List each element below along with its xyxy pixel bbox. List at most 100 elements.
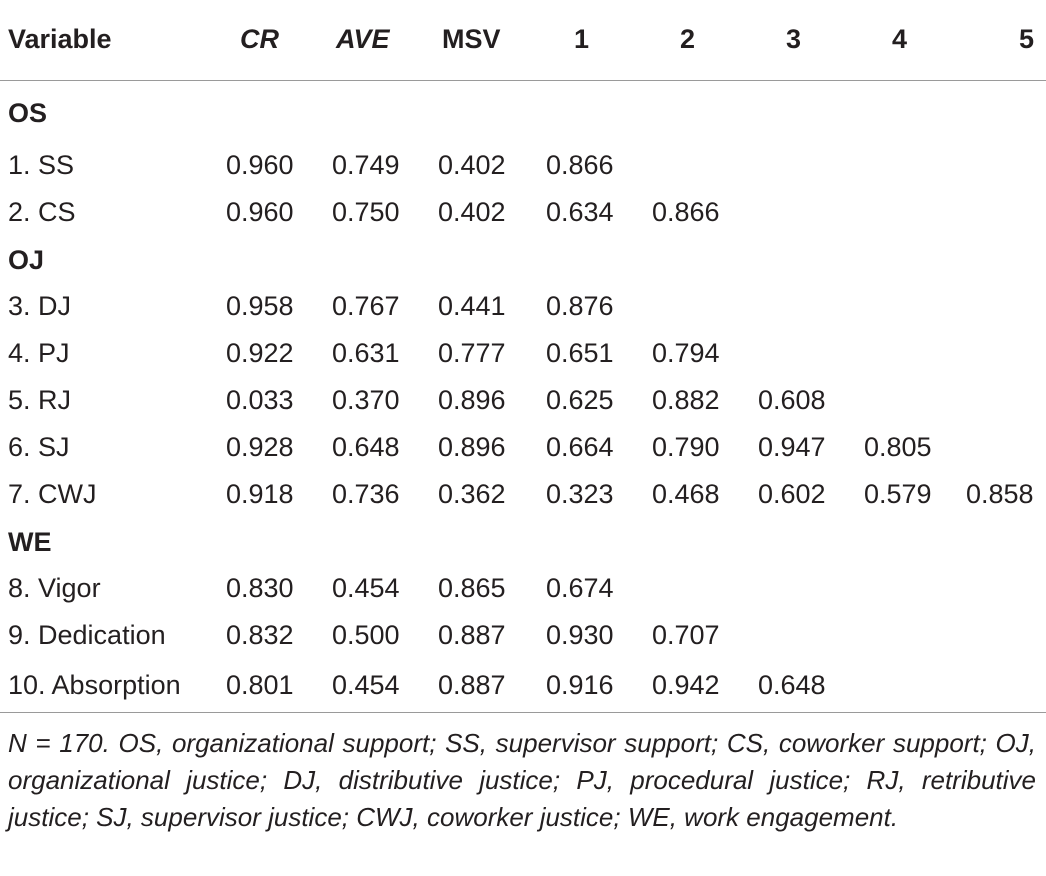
value-cell-c4: 0.579	[864, 479, 932, 509]
value-cell-ave: 0.750	[332, 197, 400, 227]
value-cell-c3: 0.602	[758, 479, 826, 509]
table-row: 7. CWJ 0.918 0.736 0.362 0.323 0.468 0.602 0.57…	[0, 471, 1046, 518]
value-cell-msv: 0.887	[438, 620, 506, 650]
table-row: 2. CS 0.960 0.750 0.402 0.634 0.866	[0, 189, 1046, 236]
value-cell-cr: 0.830	[226, 573, 294, 603]
table-header-row: Variable CR AVE MSV 1 2 3 4 5	[0, 0, 1046, 81]
value-cell-c3	[754, 283, 860, 330]
section-label: OJ	[8, 245, 45, 275]
table-row: 9. Dedication 0.832 0.500 0.887 0.930 0.707	[0, 612, 1046, 659]
value-cell-msv: 0.402	[438, 150, 506, 180]
value-cell-ave: 0.749	[332, 150, 400, 180]
section-row: WE	[0, 518, 1046, 565]
value-cell-c3	[754, 189, 860, 236]
value-cell-c2: 0.866	[652, 197, 720, 227]
value-cell-cr: 0.928	[226, 432, 294, 462]
header-col-5: 5	[966, 0, 1046, 81]
value-cell-c1: 0.323	[546, 479, 614, 509]
value-cell-c3	[754, 565, 860, 612]
value-cell-c3: 0.608	[758, 385, 826, 415]
value-cell-c1: 0.664	[546, 432, 614, 462]
value-cell-c2	[648, 142, 754, 189]
value-cell-c4	[860, 659, 966, 713]
value-cell-c2	[648, 283, 754, 330]
variable-cell: 4. PJ	[8, 338, 70, 368]
value-cell-c4	[860, 377, 966, 424]
value-cell-c5	[966, 377, 1046, 424]
value-cell-c4	[860, 565, 966, 612]
value-cell-msv: 0.441	[438, 291, 506, 321]
variable-cell: 9. Dedication	[8, 620, 166, 650]
value-cell-cr: 0.033	[226, 385, 294, 415]
value-cell-c5: 0.858	[966, 479, 1034, 509]
value-cell-cr: 0.832	[226, 620, 294, 650]
value-cell-ave: 0.370	[332, 385, 400, 415]
header-ave: AVE	[328, 0, 434, 81]
header-col-1: 1	[542, 0, 648, 81]
value-cell-c1: 0.651	[546, 338, 614, 368]
table-row: 1. SS 0.960 0.749 0.402 0.866	[0, 142, 1046, 189]
value-cell-cr: 0.960	[226, 197, 294, 227]
value-cell-ave: 0.454	[328, 659, 434, 713]
validity-table: Variable CR AVE MSV 1 2 3 4 5 OS 1. SS 0.9…	[0, 0, 1046, 713]
value-cell-c5	[966, 565, 1046, 612]
header-variable: Variable	[0, 0, 222, 81]
value-cell-msv: 0.362	[438, 479, 506, 509]
value-cell-cr: 0.960	[226, 150, 294, 180]
value-cell-cr: 0.918	[226, 479, 294, 509]
value-cell-msv: 0.896	[438, 432, 506, 462]
value-cell-c1: 0.930	[546, 620, 614, 650]
section-label: WE	[8, 527, 52, 557]
table-row: 6. SJ 0.928 0.648 0.896 0.664 0.790 0.947 0.805	[0, 424, 1046, 471]
value-cell-c2: 0.790	[652, 432, 720, 462]
value-cell-c2: 0.882	[652, 385, 720, 415]
header-msv: MSV	[434, 0, 542, 81]
value-cell-msv: 0.777	[438, 338, 506, 368]
value-cell-c4	[860, 142, 966, 189]
value-cell-ave: 0.631	[332, 338, 400, 368]
section-row: OJ	[0, 236, 1046, 283]
value-cell-c2	[648, 565, 754, 612]
header-col-4: 4	[860, 0, 966, 81]
value-cell-c3	[754, 330, 860, 377]
table-footnote: N = 170. OS, organizational support; SS,…	[8, 728, 1036, 832]
value-cell-c1: 0.674	[546, 573, 614, 603]
value-cell-c1: 0.916	[542, 659, 648, 713]
value-cell-cr: 0.801	[222, 659, 328, 713]
section-label: OS	[8, 97, 48, 128]
value-cell-c2: 0.468	[652, 479, 720, 509]
value-cell-msv: 0.887	[434, 659, 542, 713]
value-cell-c3	[754, 142, 860, 189]
value-cell-cr: 0.958	[226, 291, 294, 321]
variable-cell: 7. CWJ	[8, 479, 97, 509]
value-cell-ave: 0.500	[332, 620, 400, 650]
value-cell-c2: 0.942	[648, 659, 754, 713]
variable-cell: 2. CS	[8, 197, 76, 227]
value-cell-ave: 0.736	[332, 479, 400, 509]
value-cell-c3: 0.648	[754, 659, 860, 713]
value-cell-c4	[860, 189, 966, 236]
variable-cell: 8. Vigor	[8, 573, 101, 603]
value-cell-c5	[966, 659, 1046, 713]
table-row: 5. RJ 0.033 0.370 0.896 0.625 0.882 0.608	[0, 377, 1046, 424]
value-cell-c1: 0.634	[546, 197, 614, 227]
table-row: 4. PJ 0.922 0.631 0.777 0.651 0.794	[0, 330, 1046, 377]
value-cell-c5	[966, 330, 1046, 377]
value-cell-msv: 0.402	[438, 197, 506, 227]
table-row: 8. Vigor 0.830 0.454 0.865 0.674	[0, 565, 1046, 612]
header-col-3: 3	[754, 0, 860, 81]
value-cell-ave: 0.767	[332, 291, 400, 321]
value-cell-ave: 0.648	[332, 432, 400, 462]
variable-cell: 6. SJ	[8, 432, 70, 462]
value-cell-msv: 0.896	[438, 385, 506, 415]
value-cell-c2: 0.707	[652, 620, 720, 650]
value-cell-c5	[966, 283, 1046, 330]
value-cell-c5	[966, 424, 1046, 471]
header-col-2: 2	[648, 0, 754, 81]
variable-cell: 5. RJ	[8, 385, 72, 415]
value-cell-c1: 0.625	[546, 385, 614, 415]
header-cr: CR	[222, 0, 328, 81]
value-cell-c5	[966, 189, 1046, 236]
section-row: OS	[0, 80, 1046, 142]
value-cell-c4: 0.805	[864, 432, 932, 462]
